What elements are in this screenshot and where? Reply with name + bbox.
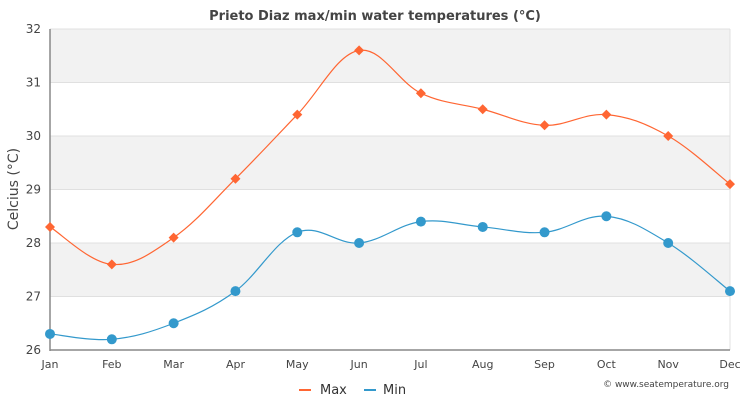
data-point-max <box>725 179 735 190</box>
data-point-min <box>45 328 55 339</box>
data-point-min <box>415 216 426 227</box>
data-point-max <box>663 131 674 141</box>
data-point-min <box>230 286 241 297</box>
data-point-min <box>106 334 117 345</box>
y-tick-label: 28 <box>26 236 41 250</box>
x-tick-label: Aug <box>472 358 493 371</box>
x-tick-label: Oct <box>597 358 617 371</box>
data-point-min <box>168 318 179 329</box>
y-tick-label: 30 <box>26 129 41 143</box>
x-tick-label: Mar <box>163 358 184 371</box>
grid-band <box>50 136 730 190</box>
y-tick-label: 27 <box>26 290 41 304</box>
x-tick-label: Jun <box>349 358 367 371</box>
y-tick-labels: 26 27 28 29 30 31 32 <box>26 22 41 357</box>
x-tick-label: Apr <box>226 358 246 371</box>
legend-label-min: Min <box>383 383 406 398</box>
x-tick-label: Jul <box>413 358 427 371</box>
y-tick-label: 29 <box>26 183 41 197</box>
x-tick-label: Dec <box>719 358 740 371</box>
chart-title: Prieto Diaz max/min water temperatures (… <box>209 9 541 24</box>
data-point-max <box>106 259 117 270</box>
legend-swatch-max <box>299 389 311 391</box>
background-bands <box>50 29 730 297</box>
data-point-max <box>415 88 426 99</box>
data-point-max <box>292 109 303 120</box>
x-tick-labels: Jan Feb Mar Apr May Jun Jul Aug Sep Oct Nov Dec <box>41 358 741 371</box>
series-min <box>45 211 735 345</box>
data-point-min <box>354 238 365 248</box>
x-tick-label: May <box>286 358 309 371</box>
data-point-min <box>601 211 612 222</box>
data-point-max <box>45 221 55 232</box>
legend: Max Min <box>299 383 406 398</box>
data-point-max <box>354 45 365 56</box>
grid-band <box>50 243 730 297</box>
data-point-max <box>477 104 488 115</box>
y-tick-label: 26 <box>26 343 41 357</box>
legend-item-min[interactable]: Min <box>364 383 406 398</box>
y-axis-label: Celcius (°C) <box>6 148 22 230</box>
data-point-min <box>663 238 674 248</box>
axes <box>49 29 730 351</box>
x-tick-label: Feb <box>102 358 121 371</box>
data-point-min <box>539 227 550 238</box>
data-point-max <box>601 109 612 120</box>
y-tick-label: 31 <box>26 76 41 90</box>
data-point-max <box>168 232 179 243</box>
y-tick-label: 32 <box>26 22 41 36</box>
data-point-min <box>725 286 735 297</box>
legend-swatch-min <box>364 389 376 391</box>
data-point-max <box>230 173 241 184</box>
x-tick-label: Sep <box>534 358 555 371</box>
data-point-min <box>292 227 303 238</box>
data-point-min <box>477 221 488 232</box>
x-tick-label: Nov <box>657 358 679 371</box>
data-point-max <box>539 120 550 131</box>
series-max <box>45 45 735 270</box>
credit-text: © www.seatemperature.org <box>603 380 729 390</box>
x-tick-label: Jan <box>41 358 59 371</box>
gridlines <box>50 28 731 351</box>
legend-label-max: Max <box>320 383 347 398</box>
series-group <box>45 45 735 345</box>
legend-item-max[interactable]: Max <box>299 383 347 398</box>
grid-band <box>50 29 730 83</box>
